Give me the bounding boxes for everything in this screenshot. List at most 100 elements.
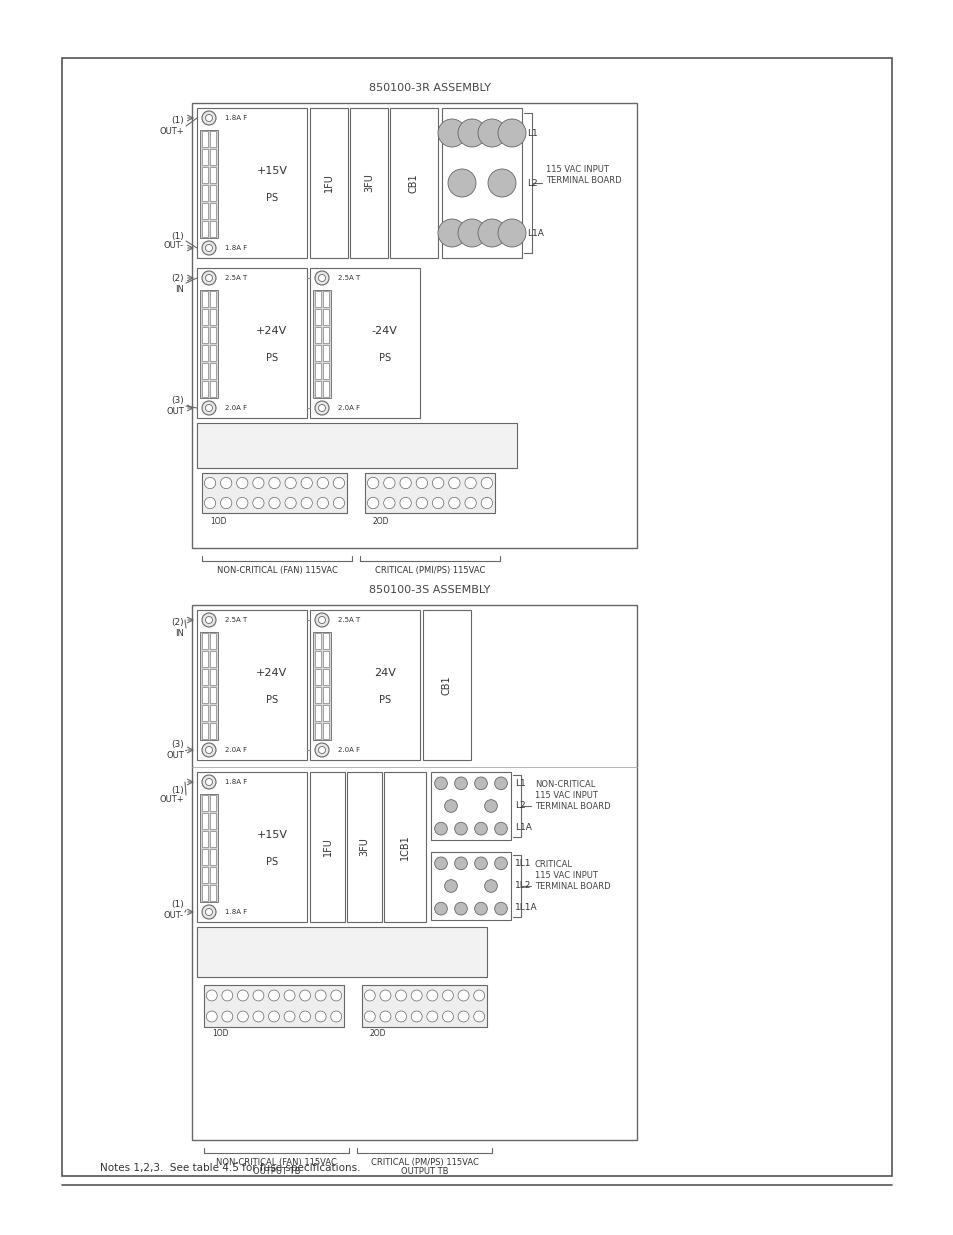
Circle shape (444, 879, 456, 893)
Text: NON-CRITICAL (FAN) 115VAC: NON-CRITICAL (FAN) 115VAC (215, 1157, 336, 1167)
Text: +15V: +15V (256, 830, 287, 840)
Bar (210, 867, 215, 883)
Text: L1: L1 (515, 779, 525, 788)
Circle shape (316, 478, 328, 489)
Text: +24V: +24V (256, 668, 287, 678)
Text: PS: PS (266, 353, 277, 363)
Text: 1FU: 1FU (324, 174, 334, 193)
Bar (314, 291, 320, 308)
Circle shape (318, 616, 325, 624)
Circle shape (411, 1011, 422, 1023)
Circle shape (284, 1011, 294, 1021)
Circle shape (448, 498, 459, 509)
Bar (202, 221, 208, 237)
Circle shape (383, 477, 395, 489)
Circle shape (495, 823, 507, 835)
Circle shape (455, 903, 467, 915)
Bar (323, 363, 329, 379)
Circle shape (202, 241, 215, 254)
Bar (314, 651, 320, 667)
Bar (210, 722, 215, 739)
Bar (210, 813, 215, 829)
Circle shape (202, 270, 215, 285)
Bar (196, 610, 307, 760)
Text: 1OD: 1OD (210, 516, 226, 526)
Circle shape (318, 746, 325, 753)
Bar (314, 309, 320, 325)
Circle shape (205, 274, 213, 282)
Text: NON-CRITICAL (FAN) 115VAC: NON-CRITICAL (FAN) 115VAC (216, 566, 337, 574)
Circle shape (477, 219, 505, 247)
Text: PS: PS (378, 695, 391, 705)
Bar (210, 687, 215, 703)
Bar (202, 848, 208, 864)
Circle shape (202, 905, 215, 919)
Bar (62, 58, 891, 1176)
Circle shape (202, 743, 215, 757)
Text: CB1: CB1 (441, 676, 452, 695)
Bar (323, 722, 329, 739)
Bar (313, 632, 331, 740)
Text: OUT-: OUT- (164, 910, 184, 920)
Bar (210, 149, 215, 165)
Bar (210, 185, 215, 201)
Text: (2): (2) (172, 273, 184, 283)
Bar (202, 705, 208, 721)
Text: +15V: +15V (256, 165, 287, 177)
Circle shape (205, 909, 213, 915)
Circle shape (301, 498, 312, 509)
Bar (202, 382, 208, 396)
Bar (361, 986, 486, 1028)
Circle shape (367, 477, 378, 489)
Circle shape (457, 990, 469, 1002)
Bar (350, 107, 388, 258)
Circle shape (416, 498, 427, 509)
Text: L1: L1 (526, 128, 537, 137)
Text: OUT: OUT (166, 752, 184, 761)
Circle shape (437, 119, 465, 147)
Circle shape (299, 1011, 311, 1021)
Circle shape (383, 498, 395, 509)
Bar (200, 794, 218, 902)
Circle shape (269, 1011, 279, 1021)
Circle shape (253, 478, 264, 489)
Bar (323, 651, 329, 667)
Bar (210, 669, 215, 685)
Bar (313, 290, 331, 398)
Circle shape (205, 616, 213, 624)
Bar (192, 103, 637, 548)
Text: (1): (1) (172, 116, 184, 126)
Bar (202, 291, 208, 308)
Text: (3): (3) (172, 741, 184, 750)
Text: +24V: +24V (256, 326, 287, 336)
Text: 2.5A T: 2.5A T (225, 275, 247, 282)
Bar (192, 605, 637, 1140)
Text: 1.8A F: 1.8A F (225, 909, 247, 915)
Text: 1.8A F: 1.8A F (225, 115, 247, 121)
Text: 1.8A F: 1.8A F (225, 245, 247, 251)
Circle shape (331, 1011, 341, 1021)
Circle shape (237, 1011, 248, 1021)
Circle shape (222, 990, 233, 1000)
Text: 1L1: 1L1 (515, 860, 531, 868)
Text: (1): (1) (172, 231, 184, 241)
Circle shape (477, 119, 505, 147)
Circle shape (222, 1011, 233, 1021)
Bar (202, 167, 208, 183)
Circle shape (331, 990, 341, 1000)
Bar (204, 986, 344, 1028)
Text: 2.0A F: 2.0A F (225, 747, 247, 753)
Text: PS: PS (378, 353, 391, 363)
Circle shape (457, 1011, 469, 1023)
Circle shape (205, 245, 213, 252)
Circle shape (455, 857, 467, 869)
Bar (210, 167, 215, 183)
Bar (365, 473, 495, 513)
Circle shape (495, 777, 507, 789)
Text: 3FU: 3FU (364, 174, 374, 193)
Circle shape (202, 111, 215, 125)
Circle shape (379, 1011, 391, 1023)
Text: (3): (3) (172, 396, 184, 405)
Bar (196, 268, 307, 417)
Bar (202, 309, 208, 325)
